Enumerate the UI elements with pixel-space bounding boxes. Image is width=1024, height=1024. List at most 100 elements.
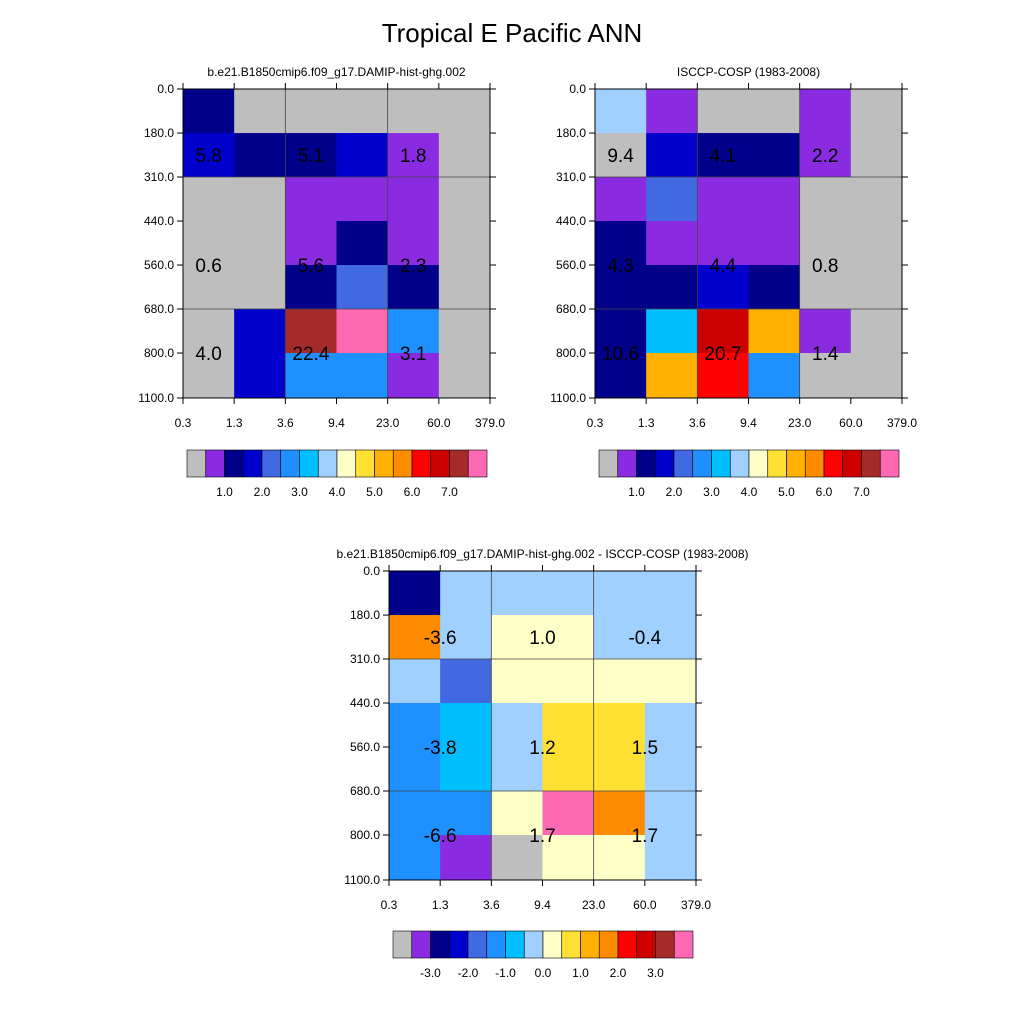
heatmap-cell	[491, 615, 543, 660]
y-tick-label: 800.0	[350, 828, 380, 842]
x-tick-label: 9.4	[534, 898, 551, 912]
y-tick-label: 680.0	[556, 302, 586, 316]
cell-value-label: 9.4	[607, 146, 634, 167]
colorbar-swatch	[242, 449, 263, 478]
heatmap-cell	[183, 265, 235, 310]
heatmap-cell	[697, 177, 749, 222]
heatmap-cell	[440, 615, 492, 660]
cell-value-label: 1.7	[632, 826, 658, 847]
heatmap-cell	[234, 177, 286, 222]
colorbar-swatch	[430, 449, 450, 478]
cell-value-label: 1.0	[529, 628, 555, 649]
heatmap-cell	[593, 571, 646, 616]
heatmap-cell	[748, 353, 801, 399]
cell-value-label: 4.0	[195, 344, 221, 365]
cell-value-label: 20.7	[704, 344, 741, 365]
heatmap-cell	[234, 133, 286, 178]
cell-value-label: 0.6	[195, 256, 221, 277]
heatmap-cell	[389, 747, 441, 792]
colorbar-swatch	[879, 449, 900, 478]
heatmap-cell	[748, 177, 801, 222]
y-tick-label: 310.0	[144, 170, 174, 184]
heatmap-cell	[336, 89, 389, 134]
heatmap-cell	[440, 659, 492, 704]
x-tick-label: 1.3	[432, 898, 449, 912]
x-tick-label: 3.6	[277, 416, 294, 430]
colorbar-label: 1.0	[628, 485, 645, 499]
cell-value-label: 5.6	[298, 256, 324, 277]
heatmap-cell	[646, 265, 698, 310]
heatmap-cell	[799, 353, 852, 399]
colorbar-label: 0.0	[535, 966, 552, 980]
colorbar-label: -3.0	[420, 966, 441, 980]
heatmap-cell	[438, 89, 491, 134]
colorbar-swatch	[430, 930, 450, 959]
cell-value-label: 2.2	[812, 146, 838, 167]
heatmap-cell	[389, 703, 441, 748]
colorbar-swatch	[861, 449, 881, 478]
colorbar-label: 6.0	[816, 485, 833, 499]
heatmap-cell	[285, 133, 337, 178]
heatmap-cell	[440, 791, 492, 836]
colorbar-label: 3.0	[703, 485, 720, 499]
heatmap-cell	[646, 353, 698, 399]
heatmap-cell	[644, 571, 697, 616]
heatmap-cell	[595, 265, 647, 310]
y-tick-label: 440.0	[556, 214, 586, 228]
heatmap-cell	[285, 353, 337, 399]
colorbar-swatch	[505, 930, 525, 959]
y-tick-label: 180.0	[350, 608, 380, 622]
heatmap-cell	[491, 571, 543, 616]
heatmap-cell	[595, 309, 647, 354]
colorbar-swatch	[673, 449, 694, 478]
y-tick-label: 180.0	[144, 126, 174, 140]
heatmap-cell	[593, 659, 646, 704]
heatmap-cell	[285, 265, 337, 310]
colorbar-swatch	[655, 930, 675, 959]
heatmap-cell	[387, 309, 440, 354]
colorbar-swatch	[448, 930, 469, 959]
colorbar-label: 6.0	[404, 485, 421, 499]
figure-title: Tropical E Pacific ANN	[382, 18, 643, 48]
heatmap-cell	[799, 221, 852, 266]
heatmap-cell	[542, 659, 595, 704]
x-tick-label: 23.0	[376, 416, 400, 430]
heatmap-cell	[850, 177, 903, 222]
heatmap-cell	[644, 791, 697, 836]
colorbar-swatch	[374, 449, 394, 478]
heatmap-cell	[542, 791, 595, 836]
heatmap-cell	[440, 571, 492, 616]
cell-value-label: -3.8	[424, 738, 457, 759]
cell-value-label: 10.6	[602, 344, 639, 365]
y-tick-label: 680.0	[144, 302, 174, 316]
y-tick-label: 440.0	[144, 214, 174, 228]
cell-value-label: 4.3	[607, 256, 633, 277]
heatmap-cell	[748, 89, 801, 134]
cell-value-label: -0.4	[628, 628, 661, 649]
colorbar-label: 1.0	[572, 966, 589, 980]
colorbar-swatch	[317, 449, 338, 478]
heatmap-cell	[644, 659, 697, 704]
heatmap-cell	[389, 791, 441, 836]
colorbar-swatch	[636, 930, 656, 959]
heatmap-cell	[387, 177, 440, 222]
cell-value-label: 1.4	[812, 344, 839, 365]
panels: b.e21.B1850cmip6.f09_g17.DAMIP-hist-ghg.…	[138, 65, 917, 980]
heatmap-cell	[387, 353, 440, 399]
x-tick-label: 1.3	[226, 416, 243, 430]
colorbar-label: 3.0	[647, 966, 664, 980]
colorbar-swatch	[729, 449, 750, 478]
heatmap-cell	[593, 835, 646, 881]
heatmap-cell	[646, 89, 698, 134]
heatmap-cell	[644, 703, 697, 748]
x-tick-label: 9.4	[328, 416, 345, 430]
colorbar-swatch	[748, 449, 769, 478]
x-tick-label: 379.0	[681, 898, 711, 912]
cell-value-label: 1.7	[529, 826, 555, 847]
heatmap-cell	[183, 353, 235, 399]
heatmap-cell	[336, 353, 389, 399]
cell-value-label: -3.6	[424, 628, 457, 649]
heatmap-cell	[438, 177, 491, 222]
heatmap-panel-1: b.e21.B1850cmip6.f09_g17.DAMIP-hist-ghg.…	[138, 65, 505, 499]
colorbar-swatch	[467, 449, 488, 478]
